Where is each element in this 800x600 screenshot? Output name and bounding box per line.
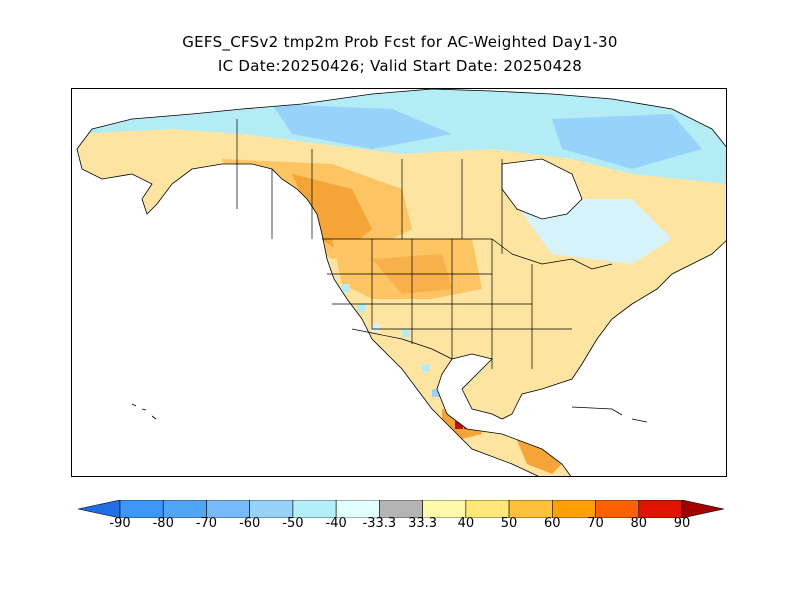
colorbar-tick-label: 33.3 xyxy=(408,516,438,531)
colorbar-tick-label: -33.3 xyxy=(362,516,397,531)
colorbar-labels: -90 -80 -70 -60 -50 -40 -33.3 33.3 40 50 60 70 80 90 xyxy=(0,516,800,536)
coastline xyxy=(76,89,726,476)
colorbar-tick-label: -70 xyxy=(195,516,218,531)
colorbar-tick-label: -60 xyxy=(239,516,261,531)
colorbar-tick-label: 60 xyxy=(544,516,561,531)
colorbar-tick-label: -50 xyxy=(282,516,304,531)
map-title-line2: IC Date:20250426; Valid Start Date: 2025… xyxy=(217,57,583,75)
map-title-line1: GEFS_CFSv2 tmp2m Prob Fcst for AC-Weight… xyxy=(182,33,618,51)
colorbar-tick-label: -90 xyxy=(109,516,131,531)
colorbar-tick-label: 40 xyxy=(457,516,475,531)
political-boundaries xyxy=(236,119,613,369)
colorbar-right-arrow xyxy=(681,500,724,518)
map-canvas xyxy=(72,89,726,476)
colorbar-tick-label: 70 xyxy=(587,516,604,531)
map-panel xyxy=(71,88,727,477)
islands xyxy=(131,403,648,423)
colorbar xyxy=(78,500,724,518)
colorbar-tick-label: 90 xyxy=(673,516,691,531)
colorbar-tick-label: -40 xyxy=(325,516,347,531)
colorbar-tick-label: 50 xyxy=(500,516,518,531)
hudson-bay xyxy=(501,158,583,220)
colorbar-tick-label: -80 xyxy=(152,516,174,531)
colorbar-tick-label: 80 xyxy=(630,516,648,531)
